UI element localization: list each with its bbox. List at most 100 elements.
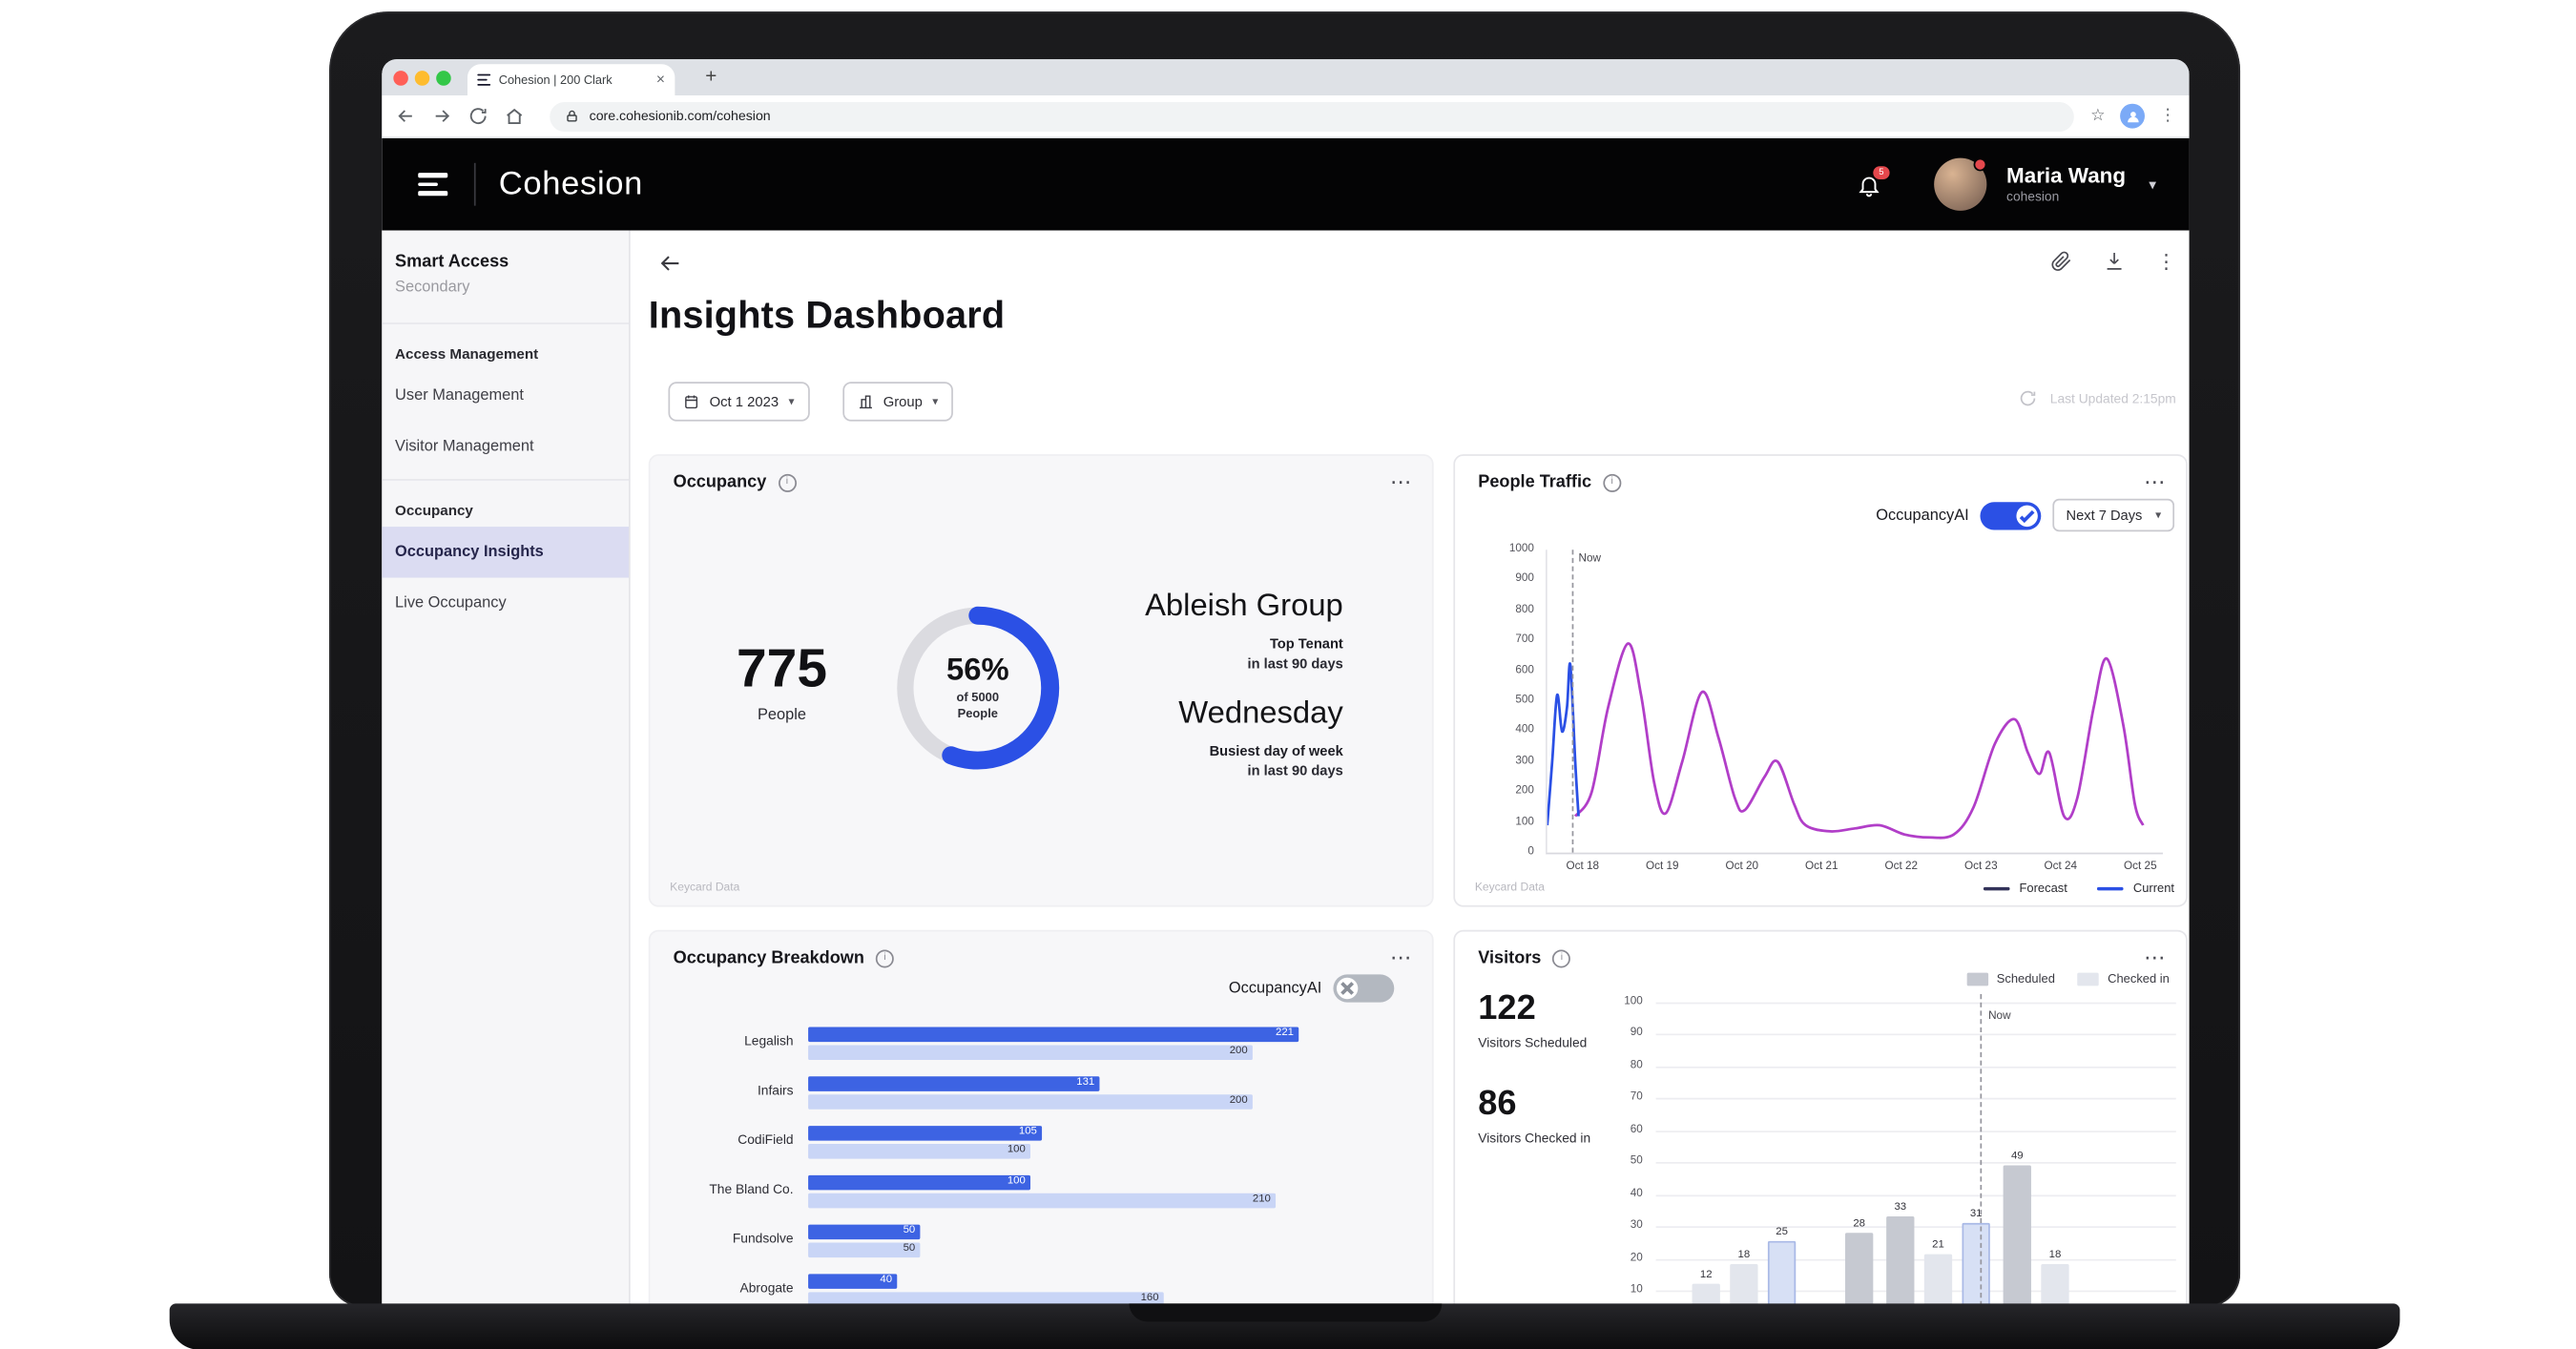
tab-title: Cohesion | 200 Clark <box>498 72 613 88</box>
series-current <box>1547 662 1580 826</box>
legend-swatch <box>1983 886 2010 890</box>
y-tick: 900 <box>1515 573 1534 586</box>
sidebar-item-user-management[interactable]: User Management <box>395 386 524 405</box>
calendar-icon <box>683 393 699 409</box>
new-tab-button[interactable]: + <box>705 64 717 88</box>
group-filter[interactable]: Group ▾ <box>841 382 953 422</box>
visitors-stats: 122 Visitors Scheduled 86 Visitors Check… <box>1478 988 1591 1146</box>
browser-menu-icon[interactable]: ⋮ <box>2159 106 2176 125</box>
legend-swatch <box>2096 886 2124 890</box>
y-tick: 30 <box>1630 1219 1643 1232</box>
info-icon[interactable]: i <box>778 473 797 491</box>
card-menu-icon[interactable]: ⋯ <box>2144 468 2167 494</box>
y-tick: 300 <box>1515 755 1534 767</box>
toggle-knob <box>2016 504 2039 527</box>
visitors-bar-checkedin <box>1923 1254 1953 1309</box>
x-tick: Oct 21 <box>1805 861 1839 873</box>
breakdown-row-label: CodiField <box>737 1131 794 1148</box>
user-org: cohesion <box>2006 189 2060 204</box>
gridline <box>1655 1034 2176 1036</box>
sidebar-item-live-occupancy[interactable]: Live Occupancy <box>395 593 507 612</box>
y-tick: 200 <box>1515 785 1534 798</box>
card-menu-icon[interactable]: ⋯ <box>2144 944 2167 970</box>
user-name: Maria Wang <box>2006 162 2127 188</box>
cohesion-favicon-icon <box>477 73 491 86</box>
now-line <box>1980 994 1983 1309</box>
page-back-button[interactable] <box>656 250 683 277</box>
back-icon[interactable] <box>395 105 416 126</box>
home-icon[interactable] <box>504 105 525 126</box>
refresh-icon[interactable] <box>2017 388 2037 408</box>
card-menu-icon[interactable]: ⋯ <box>1389 468 1413 494</box>
attachment-paperclip-icon[interactable] <box>2051 250 2072 271</box>
traffic-line-chart: Now <box>1546 550 2163 855</box>
user-menu-chevron-icon[interactable]: ▾ <box>2149 175 2157 192</box>
x-tick: Oct 19 <box>1646 861 1679 873</box>
date-filter-caret-icon: ▾ <box>788 396 795 408</box>
y-tick: 70 <box>1630 1091 1643 1104</box>
y-tick: 40 <box>1630 1188 1643 1200</box>
download-icon[interactable] <box>2104 250 2125 271</box>
y-tick: 10 <box>1630 1283 1643 1296</box>
now-label: Now <box>1578 552 1601 565</box>
notifications-bell-icon[interactable]: 5 <box>1857 165 1890 197</box>
occupancy-donut-chart: 56% of 5000 People <box>887 597 1069 778</box>
browser-window: Cohesion | 200 Clark × + cor <box>382 59 2190 1309</box>
card-menu-icon[interactable]: ⋯ <box>1389 944 1413 970</box>
toggle-knob <box>1336 977 1359 1000</box>
breakdown-bar-primary: 221 <box>808 1027 1299 1043</box>
legend-scheduled: Scheduled <box>1966 971 2055 986</box>
range-select[interactable]: Next 7 Days ▾ <box>2052 498 2175 532</box>
info-icon[interactable]: i <box>1552 948 1571 967</box>
header-divider <box>473 162 476 206</box>
breakdown-row-label: The Bland Co. <box>709 1181 794 1197</box>
page-more-options-icon[interactable]: ⋮ <box>2156 249 2176 273</box>
gridline <box>1655 1193 2176 1196</box>
reload-icon[interactable] <box>467 105 488 126</box>
occupancyai-toggle[interactable] <box>1980 501 2042 529</box>
gridline <box>1655 1226 2176 1229</box>
bar-value: 31 <box>1969 1207 1983 1219</box>
occupancyai-toggle[interactable] <box>1333 974 1395 1003</box>
cohesion-logo-icon[interactable] <box>418 173 448 197</box>
bookmark-star-icon[interactable]: ☆ <box>2090 106 2106 125</box>
address-bar[interactable]: core.cohesionib.com/cohesion <box>550 101 2074 132</box>
page-title: Insights Dashboard <box>648 293 1006 336</box>
sidebar-item-visitor-management[interactable]: Visitor Management <box>395 437 534 456</box>
info-icon[interactable]: i <box>1603 473 1622 491</box>
legend-swatch <box>2078 971 2100 986</box>
traffic-y-axis: 1000 900 800 700 600 500 400 300 200 100 0 <box>1455 543 1534 862</box>
busiest-day-value: Wednesday <box>1178 695 1343 731</box>
legend-checkedin: Checked in <box>2078 971 2170 986</box>
sidebar: Smart Access Secondary Access Management… <box>382 230 631 1309</box>
y-tick: 800 <box>1515 603 1534 615</box>
group-filter-value: Group <box>883 393 923 410</box>
window-zoom-button[interactable] <box>436 70 451 85</box>
y-tick: 100 <box>1624 995 1643 1007</box>
user-avatar[interactable] <box>1934 157 1987 211</box>
date-filter[interactable]: Oct 1 2023 ▾ <box>668 382 810 422</box>
info-icon[interactable]: i <box>876 948 895 967</box>
bar-value: 12 <box>1699 1268 1713 1280</box>
people-traffic-card: People Traffic i ⋯ OccupancyAI Next 7 Da… <box>1453 454 2188 907</box>
last-updated-text: Last Updated 2:15pm <box>2049 390 2176 406</box>
forward-icon[interactable] <box>431 105 452 126</box>
gridline <box>1655 1066 2176 1069</box>
occupancyai-label: OccupancyAI <box>1228 979 1322 998</box>
gridline <box>1655 1098 2176 1100</box>
browser-tab[interactable]: Cohesion | 200 Clark × <box>467 64 675 96</box>
gridline <box>1655 1258 2176 1260</box>
window-minimize-button[interactable] <box>414 70 430 85</box>
browser-profile-avatar[interactable] <box>2120 103 2145 129</box>
laptop-screen: Cohesion | 200 Clark × + cor <box>329 11 2241 1309</box>
breakdown-bar-secondary: 100 <box>808 1144 1031 1159</box>
tab-close-icon[interactable]: × <box>655 71 665 88</box>
breakdown-row-label: Infairs <box>757 1083 794 1098</box>
sidebar-item-occupancy-insights[interactable]: Occupancy Insights <box>382 527 630 578</box>
notification-badge: 5 <box>1873 165 1890 179</box>
series-forecast <box>1573 642 2145 840</box>
window-close-button[interactable] <box>393 70 408 85</box>
brand-name: Cohesion <box>498 165 644 202</box>
breakdown-row-label: Abrogate <box>739 1280 794 1296</box>
people-count: 775 People <box>736 636 827 725</box>
